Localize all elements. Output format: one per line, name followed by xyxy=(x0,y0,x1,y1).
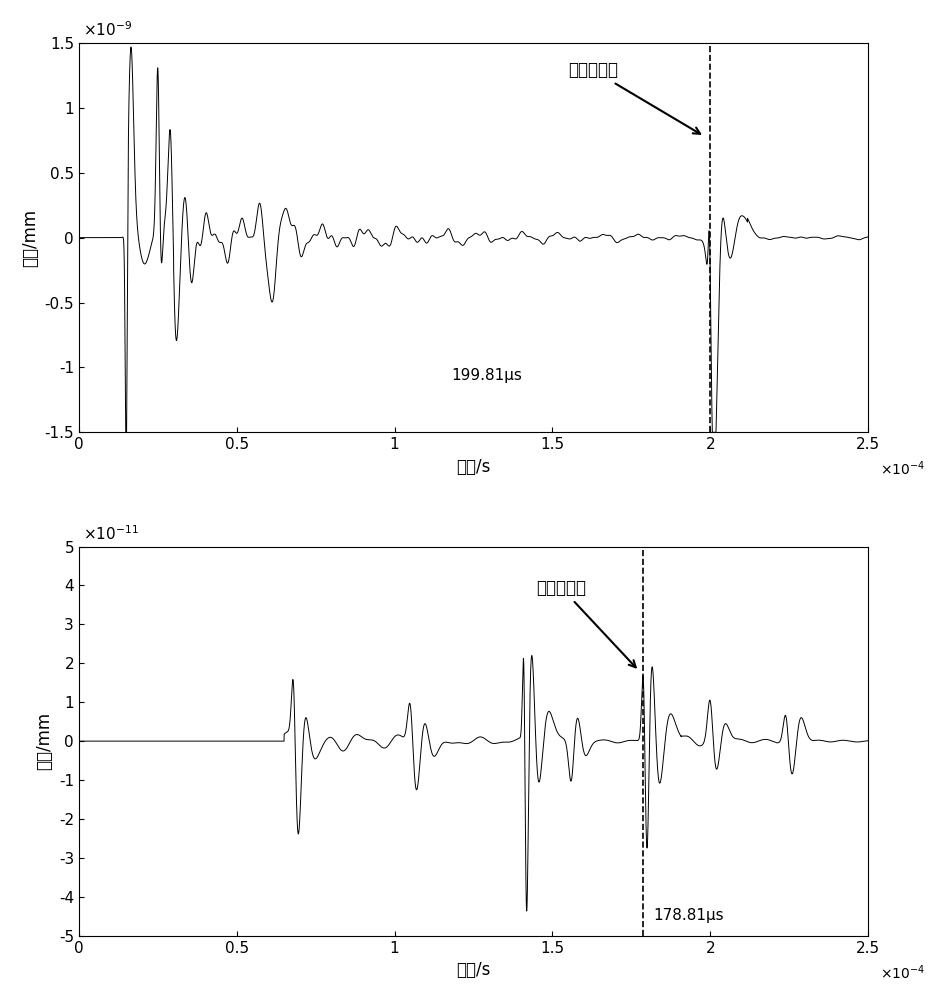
X-axis label: 时间/s: 时间/s xyxy=(456,458,490,476)
Text: 裂纹衍射波: 裂纹衍射波 xyxy=(536,579,635,667)
Y-axis label: 位移/mm: 位移/mm xyxy=(21,209,39,267)
Y-axis label: 位移/mm: 位移/mm xyxy=(35,712,53,770)
Text: $\times10^{-4}$: $\times10^{-4}$ xyxy=(879,460,924,478)
Text: 199.81μs: 199.81μs xyxy=(451,368,522,383)
Text: $\times10^{-4}$: $\times10^{-4}$ xyxy=(879,963,924,982)
Text: 178.81μs: 178.81μs xyxy=(652,908,723,923)
Text: $\times10^{-11}$: $\times10^{-11}$ xyxy=(83,524,139,543)
Text: $\times10^{-9}$: $\times10^{-9}$ xyxy=(83,20,132,39)
X-axis label: 时间/s: 时间/s xyxy=(456,961,490,979)
Text: 裂纹反射波: 裂纹反射波 xyxy=(567,61,700,134)
